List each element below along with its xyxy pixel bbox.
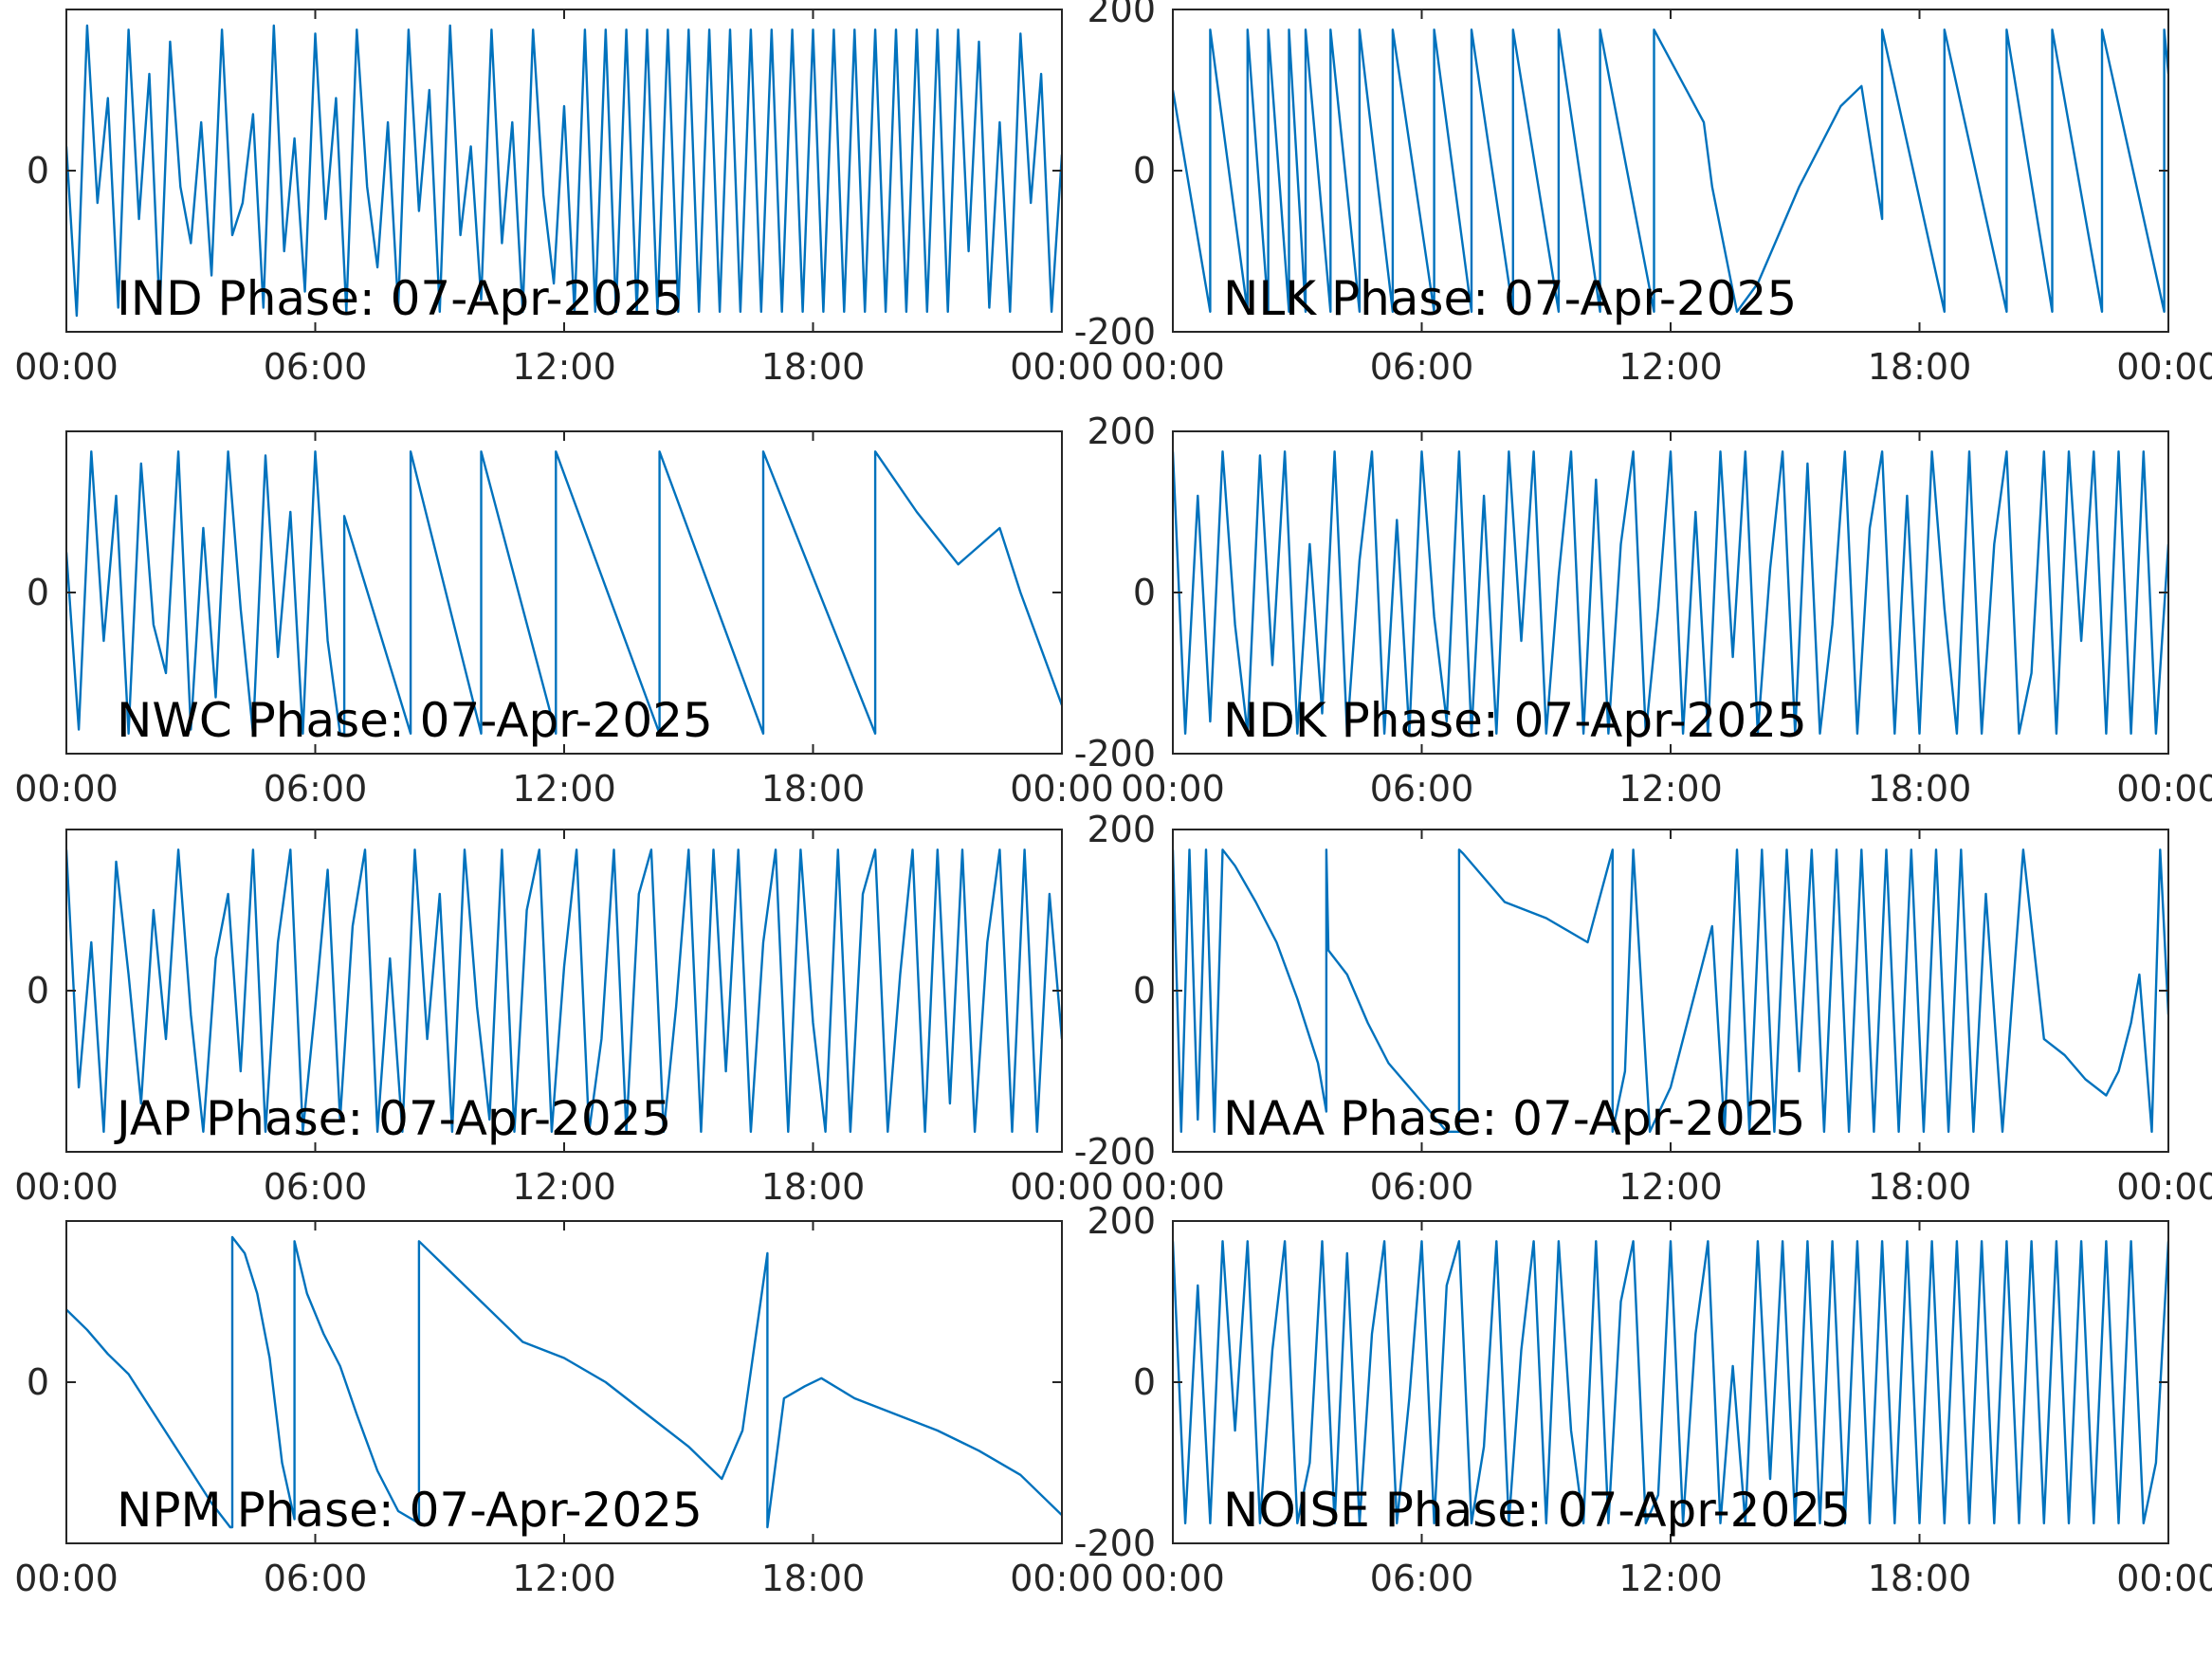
x-tick-label: 00:00 (1121, 1166, 1225, 1208)
y-tick-label: 200 (1087, 410, 1156, 452)
x-tick-label: 18:00 (1868, 346, 1972, 388)
series-line-0 (66, 24, 1062, 318)
panel-title: NPM Phase: 07-Apr-2025 (117, 1483, 703, 1538)
series-line-6 (66, 1235, 1062, 1529)
y-tick-label: -200 (1074, 311, 1156, 353)
x-tick-label: 18:00 (1868, 1166, 1972, 1208)
panel-title: NAA Phase: 07-Apr-2025 (1223, 1091, 1805, 1146)
x-tick-label: 12:00 (1618, 1558, 1723, 1599)
chart-panel-4: 00:00 06:00 12:00 18:00 00:00 0 JAP Phase: 07-… (14, 829, 1114, 1208)
x-tick-label: 12:00 (512, 346, 616, 388)
x-tick-label: 00:00 (2116, 1166, 2212, 1208)
x-tick-label: 06:00 (264, 1558, 368, 1599)
x-tick-label: 06:00 (264, 1166, 368, 1208)
series-line-4 (66, 848, 1062, 1133)
x-tick-label: 06:00 (264, 346, 368, 388)
series-line-2 (66, 450, 1062, 735)
x-tick-label: 12:00 (512, 1558, 616, 1599)
panel-title: IND Phase: 07-Apr-2025 (117, 271, 684, 326)
y-tick-label: 0 (27, 970, 49, 1012)
y-tick-label: -200 (1074, 733, 1156, 775)
chart-panel-6: 00:00 06:00 12:00 18:00 00:00 0 NPM Phase: 07-… (14, 1220, 1114, 1599)
panel-title: JAP Phase: 07-Apr-2025 (114, 1091, 671, 1146)
panel-title: NWC Phase: 07-Apr-2025 (117, 693, 713, 748)
x-tick-label: 12:00 (1618, 346, 1723, 388)
x-tick-label: 00:00 (2116, 346, 2212, 388)
x-tick-label: 18:00 (1868, 1558, 1972, 1599)
series-line-1 (1173, 28, 2168, 313)
y-tick-label: 0 (27, 1361, 49, 1403)
x-tick-label: 00:00 (1121, 768, 1225, 810)
x-tick-label: 18:00 (1868, 768, 1972, 810)
y-tick-label: 0 (1133, 150, 1156, 191)
x-tick-label: 00:00 (2116, 1558, 2212, 1599)
panel-title: NDK Phase: 07-Apr-2025 (1223, 693, 1807, 748)
x-tick-label: 18:00 (761, 1558, 866, 1599)
y-tick-label: -200 (1074, 1131, 1156, 1173)
x-tick-label: 00:00 (1010, 346, 1114, 388)
x-tick-label: 00:00 (1010, 1558, 1114, 1599)
x-tick-label: 00:00 (1121, 1558, 1225, 1599)
panel-title: NOISE Phase: 07-Apr-2025 (1223, 1483, 1851, 1538)
x-tick-label: 00:00 (14, 1558, 119, 1599)
x-tick-label: 00:00 (2116, 768, 2212, 810)
x-tick-label: 06:00 (1370, 346, 1474, 388)
chart-panel-0: 00:00 06:00 12:00 18:00 00:00 0 IND Phase: 07-… (14, 9, 1114, 388)
x-tick-label: 00:00 (14, 346, 119, 388)
y-tick-label: 200 (1087, 809, 1156, 850)
x-tick-label: 18:00 (761, 768, 866, 810)
x-tick-label: 06:00 (1370, 768, 1474, 810)
x-tick-label: 12:00 (1618, 1166, 1723, 1208)
panel-title: NLK Phase: 07-Apr-2025 (1223, 271, 1797, 326)
x-tick-label: 00:00 (14, 768, 119, 810)
x-tick-label: 00:00 (1010, 768, 1114, 810)
y-tick-label: 0 (1133, 572, 1156, 613)
series-line-7 (1173, 1240, 2168, 1524)
y-tick-label: 0 (1133, 970, 1156, 1012)
x-tick-label: 12:00 (512, 768, 616, 810)
x-tick-label: 12:00 (512, 1166, 616, 1208)
x-tick-label: 00:00 (1121, 346, 1225, 388)
x-tick-label: 18:00 (761, 1166, 866, 1208)
y-tick-label: 200 (1087, 1200, 1156, 1242)
y-tick-label: 0 (27, 150, 49, 191)
series-line-5 (1173, 848, 2168, 1133)
x-tick-label: 06:00 (1370, 1166, 1474, 1208)
y-tick-label: 0 (1133, 1361, 1156, 1403)
x-tick-label: 12:00 (1618, 768, 1723, 810)
x-tick-label: 06:00 (264, 768, 368, 810)
y-tick-label: -200 (1074, 1522, 1156, 1564)
y-tick-label: 0 (27, 572, 49, 613)
series-line-3 (1173, 450, 2168, 735)
chart-panel-2: 00:00 06:00 12:00 18:00 00:00 0 NWC Phase: 07-… (14, 430, 1114, 810)
x-tick-label: 18:00 (761, 346, 866, 388)
y-tick-label: 200 (1087, 0, 1156, 30)
x-tick-label: 06:00 (1370, 1558, 1474, 1599)
x-tick-label: 00:00 (1010, 1166, 1114, 1208)
x-tick-label: 00:00 (14, 1166, 119, 1208)
